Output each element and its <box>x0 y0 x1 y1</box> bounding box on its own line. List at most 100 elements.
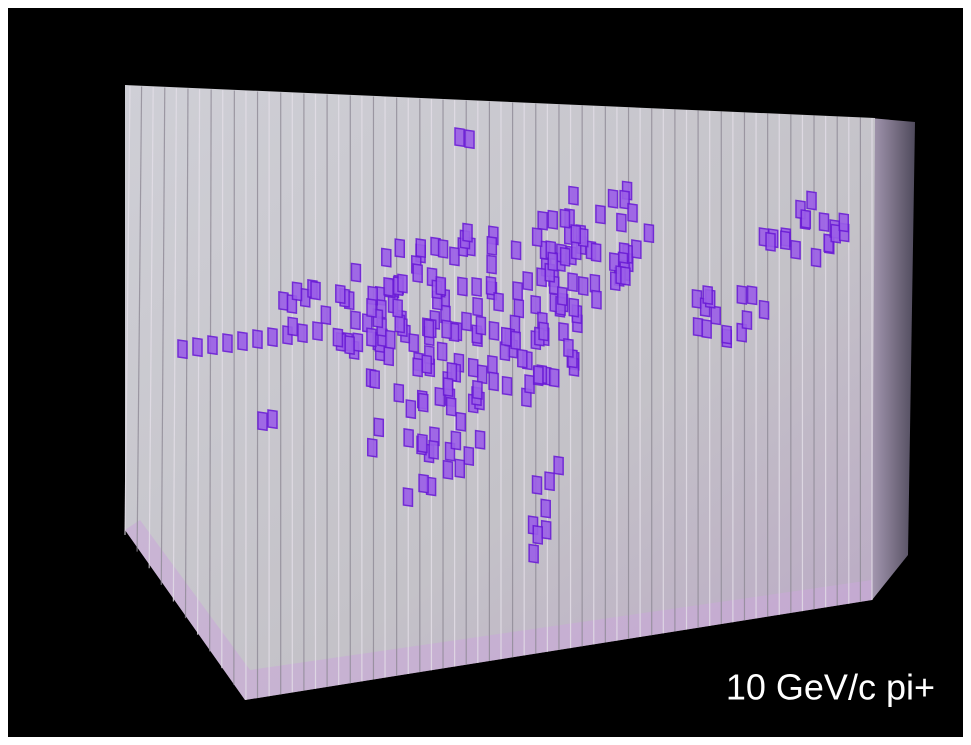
hit <box>531 296 540 314</box>
hit <box>476 316 485 334</box>
hit <box>548 211 557 229</box>
hit <box>473 298 482 316</box>
hit <box>416 239 425 257</box>
hit <box>488 356 497 374</box>
hit <box>367 299 376 317</box>
hit <box>781 231 790 249</box>
hit <box>489 322 498 340</box>
hit <box>609 190 618 208</box>
hit <box>539 322 548 340</box>
hit <box>545 472 554 490</box>
hit <box>579 277 588 295</box>
hit <box>801 210 810 228</box>
hit <box>404 429 413 447</box>
hit <box>538 211 547 229</box>
hit <box>487 255 496 273</box>
hit <box>748 286 757 304</box>
hit <box>644 224 653 242</box>
hit <box>463 223 472 241</box>
hit <box>464 447 473 465</box>
detector-side <box>870 118 915 600</box>
hit <box>447 398 456 416</box>
hit <box>596 205 605 223</box>
hit <box>503 377 512 395</box>
hit <box>455 459 464 477</box>
hit <box>487 237 496 255</box>
hit <box>419 393 428 411</box>
hit <box>311 281 320 299</box>
page: 10 GeV/c pi+ (() => { const data = JSON.… <box>0 0 971 745</box>
hit <box>561 248 570 266</box>
hit <box>393 299 402 317</box>
hit <box>333 328 342 346</box>
hit <box>469 359 478 377</box>
hit <box>465 130 474 148</box>
hit <box>268 328 277 346</box>
hit <box>439 240 448 258</box>
hit <box>418 434 427 452</box>
hit <box>455 128 464 146</box>
hit <box>451 431 460 449</box>
hit <box>293 282 302 300</box>
hit <box>288 317 297 335</box>
hit <box>722 325 731 343</box>
hit <box>398 274 407 292</box>
hit <box>384 278 393 296</box>
hit <box>529 544 538 562</box>
hit <box>569 186 578 204</box>
hit <box>268 410 277 428</box>
hit <box>438 342 447 360</box>
hit <box>533 228 542 246</box>
hit <box>569 298 578 316</box>
hit <box>370 370 379 388</box>
hit <box>513 282 522 300</box>
hit <box>494 293 503 311</box>
hit <box>742 311 751 329</box>
hit <box>694 318 703 336</box>
hit <box>413 264 422 282</box>
hit <box>807 191 816 209</box>
hit <box>422 355 431 373</box>
hit <box>473 381 482 399</box>
hit <box>711 306 720 324</box>
hit <box>737 286 746 304</box>
hit <box>336 285 345 303</box>
hit <box>444 378 453 396</box>
hit <box>518 349 527 367</box>
hit <box>394 384 403 402</box>
hit <box>382 248 391 266</box>
hit <box>812 248 821 266</box>
hit <box>760 301 769 319</box>
hit <box>450 247 459 265</box>
hit <box>632 240 641 258</box>
hit <box>384 347 393 365</box>
hit <box>533 526 542 544</box>
hit <box>253 330 262 348</box>
hit <box>351 311 360 329</box>
hit <box>820 213 829 231</box>
hit <box>458 277 467 295</box>
hit <box>514 299 523 317</box>
hit <box>395 239 404 257</box>
hit <box>525 375 534 393</box>
hit <box>571 225 580 243</box>
hit <box>409 334 418 352</box>
hit <box>548 252 557 270</box>
hit <box>560 210 569 228</box>
hit <box>258 412 267 430</box>
hit <box>413 358 422 376</box>
hit <box>456 413 465 431</box>
hit <box>321 306 330 324</box>
hit <box>766 233 775 251</box>
hit <box>472 278 481 296</box>
hit <box>442 320 451 338</box>
hit <box>564 339 573 357</box>
hit <box>238 332 247 350</box>
hit <box>424 320 433 338</box>
hit <box>791 241 800 259</box>
hit <box>406 400 415 418</box>
hit <box>568 273 577 291</box>
hit <box>345 336 354 354</box>
caption: 10 GeV/c pi+ <box>726 667 935 708</box>
hit <box>489 372 498 390</box>
